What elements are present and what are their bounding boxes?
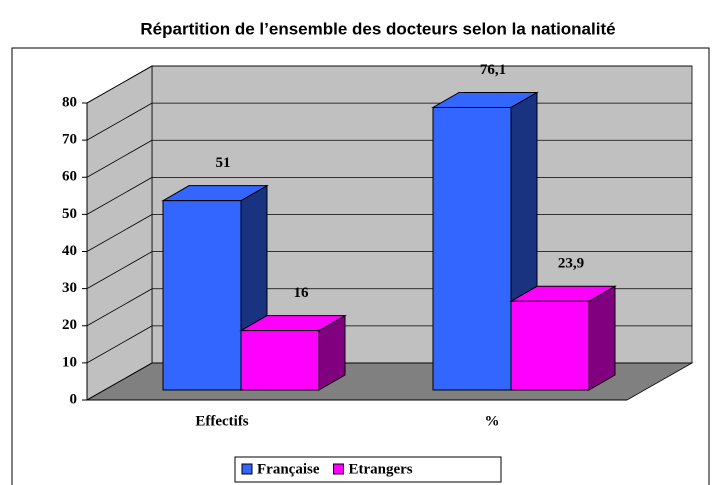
legend-swatch — [332, 463, 344, 475]
y-tick-label: 70 — [62, 132, 77, 148]
grid-line — [86, 288, 153, 327]
bar-front — [162, 200, 242, 391]
legend-label: Française — [257, 461, 320, 477]
grid-line — [86, 362, 153, 401]
value-label: 51 — [216, 155, 231, 171]
bar-front — [432, 106, 512, 391]
y-tick-label: 30 — [62, 280, 77, 296]
y-tick-label: 20 — [62, 317, 77, 333]
grid-line — [86, 65, 153, 104]
value-label: 16 — [294, 285, 310, 301]
y-tick-label: 0 — [70, 391, 78, 407]
bar-front — [510, 300, 590, 391]
legend-label: Etrangers — [348, 461, 412, 477]
grid-line — [86, 325, 153, 364]
y-tick-label: 40 — [62, 243, 77, 259]
y-tick-label: 80 — [62, 94, 77, 110]
grid-line — [86, 214, 153, 252]
y-tick-label: 50 — [62, 206, 77, 222]
grid-line — [86, 102, 153, 141]
y-tick-label: 60 — [62, 169, 77, 185]
x-tick-label: % — [485, 413, 500, 429]
grid-line — [86, 177, 153, 215]
y-tick-label: 10 — [62, 354, 77, 370]
value-label: 76,1 — [480, 62, 506, 78]
x-tick-label: Effectifs — [195, 413, 248, 429]
legend-swatch — [241, 463, 253, 475]
grid-line — [86, 139, 153, 178]
value-label: 23,9 — [558, 256, 584, 272]
grid-line — [86, 251, 153, 289]
bar-front — [240, 330, 320, 391]
bar — [239, 314, 347, 391]
bar-side — [588, 285, 616, 391]
legend — [234, 456, 502, 483]
chart-title: Répartition de l’ensemble des docteurs s… — [140, 19, 615, 38]
bar — [509, 285, 617, 391]
